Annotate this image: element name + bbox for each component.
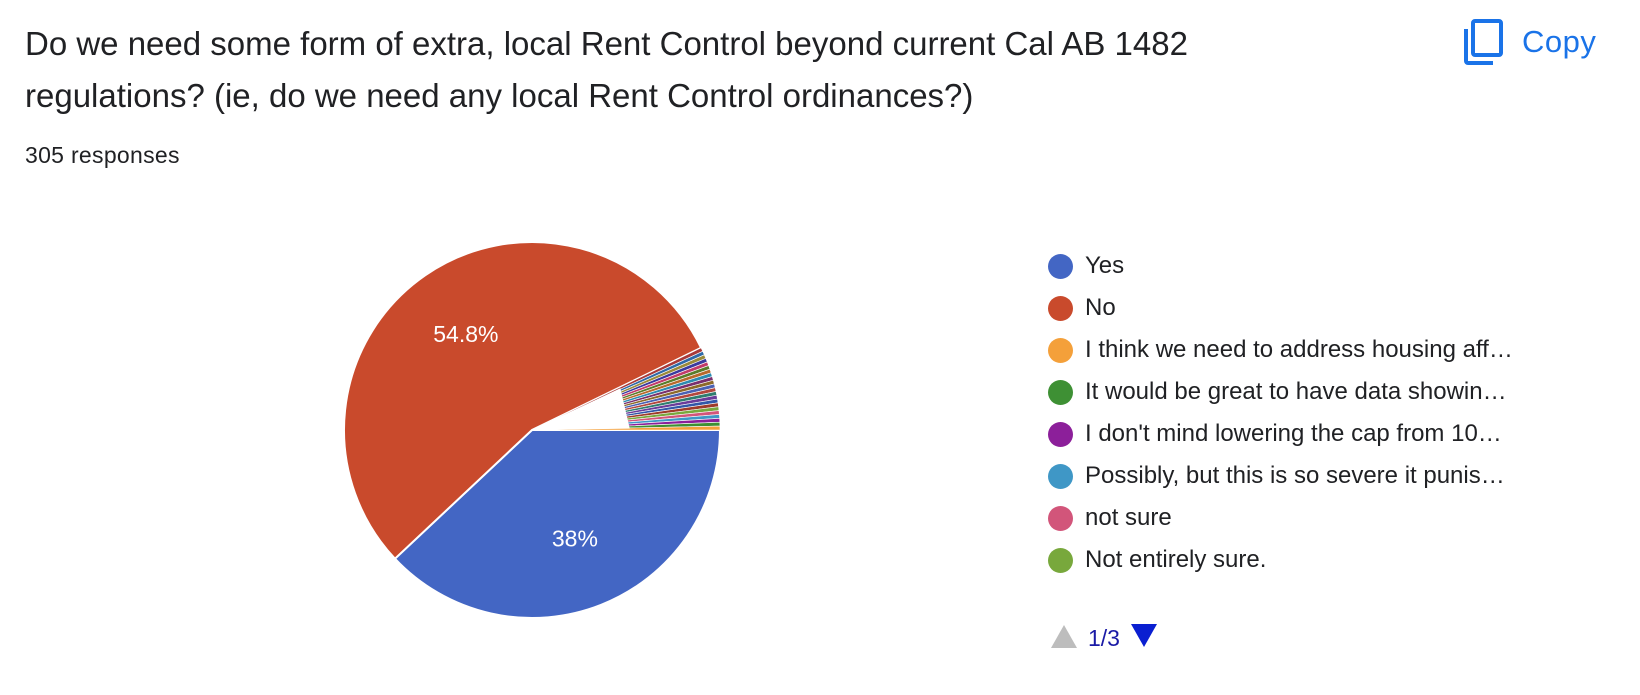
legend-item: I don't mind lowering the cap from 10… xyxy=(1048,413,1513,455)
legend-item: Yes xyxy=(1048,245,1513,287)
legend-label: I don't mind lowering the cap from 10… xyxy=(1085,420,1502,447)
legend-label: No xyxy=(1085,294,1116,321)
legend-label: Not entirely sure. xyxy=(1085,546,1267,573)
chart-legend: Yes No I think we need to address housing … xyxy=(1048,245,1513,581)
legend-label: It would be great to have data showin… xyxy=(1085,378,1507,405)
legend-item: No xyxy=(1048,287,1513,329)
pie-label-no: 54.8% xyxy=(433,321,498,347)
copy-icon xyxy=(1462,18,1504,66)
legend-swatch xyxy=(1048,505,1073,531)
triangle-up-icon[interactable] xyxy=(1050,623,1078,654)
triangle-down-icon[interactable] xyxy=(1130,623,1158,654)
legend-item: Not entirely sure. xyxy=(1048,539,1513,581)
pie-label-yes: 38% xyxy=(552,525,598,551)
legend-swatch xyxy=(1048,421,1073,447)
copy-button[interactable]: Copy xyxy=(1462,14,1596,70)
pie-slice-yes xyxy=(393,429,722,619)
pie-slice-no xyxy=(343,241,703,561)
legend-swatch xyxy=(1048,295,1073,321)
legend-swatch xyxy=(1048,547,1073,573)
response-count: 305 responses xyxy=(25,142,180,168)
legend-item: Possibly, but this is so severe it punis… xyxy=(1048,455,1513,497)
legend-label: Yes xyxy=(1085,252,1125,279)
page-indicator: 1/3 xyxy=(1088,624,1120,651)
legend-swatch xyxy=(1048,253,1073,279)
legend-pager: 1/3 xyxy=(1050,622,1158,654)
legend-swatch xyxy=(1048,337,1073,363)
pie-chart: 38% 54.8% xyxy=(343,241,722,619)
legend-item: I think we need to address housing aff… xyxy=(1048,329,1513,371)
question-title: Do we need some form of extra, local Ren… xyxy=(25,25,1188,114)
legend-label: Possibly, but this is so severe it punis… xyxy=(1085,462,1505,489)
pie-chart-area: 38% 54.8% xyxy=(343,241,722,619)
legend-label: I think we need to address housing aff… xyxy=(1085,336,1513,363)
legend-item: not sure xyxy=(1048,497,1513,539)
legend-label: not sure xyxy=(1085,504,1172,531)
legend-item: It would be great to have data showin… xyxy=(1048,371,1513,413)
copy-label: Copy xyxy=(1522,24,1597,59)
legend-swatch xyxy=(1048,463,1073,489)
legend-swatch xyxy=(1048,379,1073,405)
pie-inner-fan-mask xyxy=(532,388,630,430)
